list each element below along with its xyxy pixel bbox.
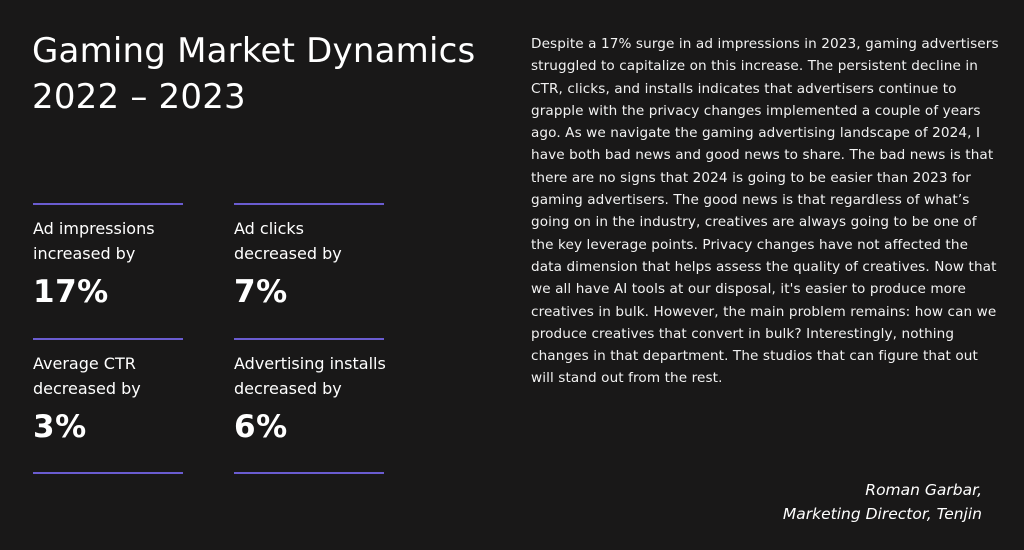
stat-label-line1: Advertising installs — [234, 354, 386, 373]
stat-average-ctr: Average CTR decreased by 3% — [33, 338, 185, 445]
stat-ad-clicks: Ad clicks decreased by 7% — [234, 203, 386, 310]
stat-label-line2: increased by — [33, 244, 136, 263]
stat-value: 17% — [33, 274, 109, 310]
divider — [33, 338, 183, 340]
stat-label-line1: Average CTR — [33, 354, 136, 373]
stat-advertising-installs: Advertising installs decreased by 6% — [234, 338, 386, 445]
page-title: Gaming Market Dynamics 2022 – 2023 — [32, 31, 476, 117]
quote-body: Despite a 17% surge in ad impressions in… — [531, 36, 999, 387]
stat-label-line1: Ad clicks — [234, 219, 304, 238]
signature-role: Marketing Director, Tenjin — [782, 505, 982, 523]
divider — [234, 338, 384, 340]
stat-label: Ad impressions increased by — [33, 216, 185, 266]
divider — [234, 472, 384, 474]
stat-label-line2: decreased by — [234, 379, 342, 398]
stat-label: Ad clicks decreased by — [234, 216, 386, 266]
stat-label-line2: decreased by — [33, 379, 141, 398]
stat-ad-impressions: Ad impressions increased by 17% — [33, 203, 185, 310]
divider — [234, 203, 384, 205]
divider — [33, 203, 183, 205]
stat-label-line1: Ad impressions — [33, 219, 155, 238]
signature-name: Roman Garbar, — [865, 481, 982, 499]
stat-value: 7% — [234, 274, 288, 310]
stat-value: 6% — [234, 409, 288, 445]
stat-label: Advertising installs decreased by — [234, 351, 386, 401]
divider — [33, 472, 183, 474]
signature: Roman Garbar, Marketing Director, Tenjin — [783, 478, 982, 526]
stat-label-line2: decreased by — [234, 244, 342, 263]
stat-value: 3% — [33, 409, 87, 445]
stat-label: Average CTR decreased by — [33, 351, 185, 401]
